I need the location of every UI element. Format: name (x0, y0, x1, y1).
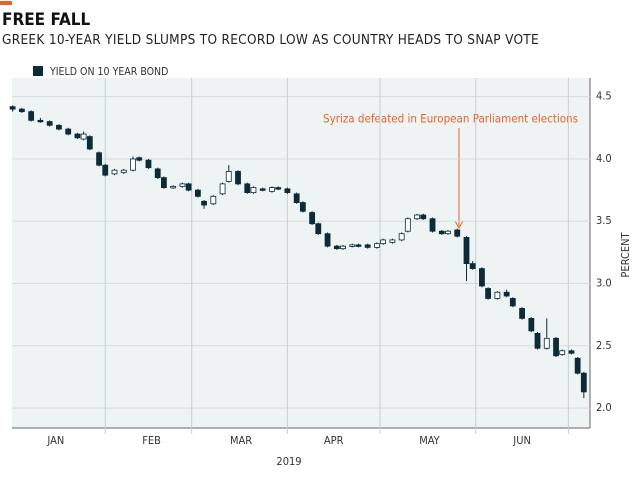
candle-body (429, 218, 436, 232)
candle-body (509, 298, 516, 307)
candle-body (420, 214, 427, 220)
candle-body (454, 229, 461, 237)
x-tick-label: APR (324, 434, 344, 447)
candle-body (194, 189, 201, 197)
y-tick-label: 3.5 (596, 214, 612, 227)
candle-body (250, 187, 257, 193)
legend-swatch (33, 66, 43, 76)
candle-body (170, 185, 177, 189)
arrow-head (454, 220, 464, 230)
candle-body (269, 187, 275, 192)
candle-body (559, 350, 566, 355)
chart-subtitle: GREEK 10-YEAR YIELD SLUMPS TO RECORD LOW… (2, 32, 539, 48)
candle-body (355, 244, 362, 247)
y-axis-label: PERCENT (619, 231, 632, 277)
candle-body (324, 233, 331, 247)
candle-body (364, 244, 371, 248)
x-axis-label: 2019 (276, 455, 301, 468)
accent-bar (0, 1, 12, 5)
candle-body (309, 212, 316, 225)
x-tick-label: JAN (46, 434, 64, 447)
candle-body (179, 183, 186, 187)
candle-body (244, 183, 251, 193)
candle-body (553, 337, 559, 357)
candle-body (389, 239, 396, 243)
candle-body (275, 187, 282, 190)
x-tick-label: FEB (142, 434, 161, 447)
legend-label: YIELD ON 10 YEAR BOND (49, 66, 168, 78)
candle-body (414, 214, 420, 220)
candle-body (534, 332, 541, 349)
candle-body (56, 124, 62, 130)
y-tick-label: 2.5 (596, 339, 612, 352)
candle-body (503, 291, 510, 297)
annotation: Syriza defeated in European Parliament e… (323, 112, 578, 126)
candle-body (340, 245, 346, 250)
candle-body (519, 308, 525, 319)
candle-body (185, 183, 192, 191)
y-tick-label: 3.0 (596, 277, 612, 290)
candle-body (469, 263, 476, 269)
candle-body (374, 243, 380, 248)
candle-body (74, 133, 81, 139)
candle-body (130, 158, 136, 171)
candle-body (86, 136, 93, 150)
candle-body (438, 230, 445, 235)
candle-body (463, 237, 470, 264)
chart-title: FREE FALL (2, 10, 91, 30)
candle-body (96, 152, 102, 166)
candle-body (333, 245, 340, 250)
candle-body (315, 223, 322, 235)
candle-body (225, 171, 232, 182)
candle-body (219, 183, 226, 195)
y-tick-label: 4.5 (596, 90, 612, 103)
candle-body (80, 133, 87, 140)
candle-body (65, 128, 72, 135)
x-tick-label: MAR (230, 434, 252, 447)
candle-body (380, 239, 387, 245)
candle-body (201, 200, 207, 206)
candle-body (120, 169, 127, 174)
candle-body (259, 188, 266, 191)
candle-body (574, 357, 581, 374)
candle-body (161, 177, 167, 189)
candle-body (528, 317, 535, 332)
candle-body (494, 291, 501, 299)
candle-body (293, 193, 300, 203)
candle-body (28, 111, 35, 121)
candle-body (284, 188, 291, 193)
x-tick-label: JUN (512, 434, 531, 447)
candle-body (349, 244, 356, 247)
candle-body (543, 337, 550, 349)
candle-body (398, 233, 405, 241)
candle-body (102, 164, 109, 176)
candle-body (145, 159, 152, 169)
y-tick-label: 2.0 (596, 401, 612, 414)
candle-body (210, 195, 217, 205)
candle-body (299, 202, 306, 212)
candle-body (46, 121, 53, 126)
candle-body (485, 288, 492, 299)
y-tick-label: 4.0 (596, 152, 612, 165)
plot-area (12, 78, 590, 428)
candle-body (18, 108, 25, 113)
candle-body (37, 119, 44, 123)
candle-body (154, 168, 161, 179)
candle-body (235, 171, 241, 185)
candle-body (568, 350, 575, 354)
candle-body (580, 372, 587, 393)
candle-body (136, 157, 143, 161)
candle-body (404, 218, 411, 232)
candle-body (111, 169, 118, 175)
candle-body (479, 268, 485, 287)
x-tick-label: MAY (419, 434, 440, 447)
candle-body (445, 230, 451, 235)
candle-body (9, 106, 16, 110)
